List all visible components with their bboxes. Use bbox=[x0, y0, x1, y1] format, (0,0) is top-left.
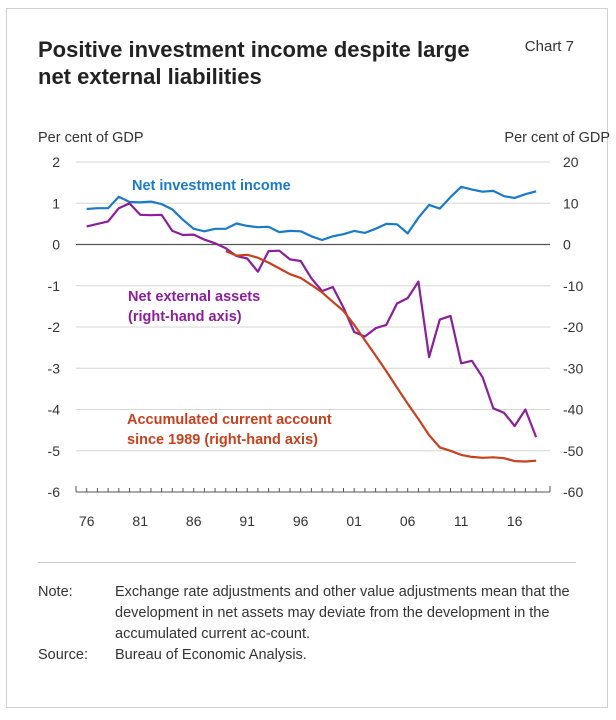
series-annotation-assets: Net external assets bbox=[128, 289, 260, 305]
left-tick-label: 1 bbox=[52, 195, 60, 211]
left-tick-label: -5 bbox=[48, 443, 61, 459]
right-tick-label: -10 bbox=[563, 278, 583, 294]
x-tick-label: 16 bbox=[507, 513, 523, 529]
x-tick-label: 01 bbox=[346, 513, 362, 529]
source-row: Source: Bureau of Economic Analysis. bbox=[38, 645, 578, 666]
source-label: Source: bbox=[38, 647, 88, 663]
series-annotation-income: Net investment income bbox=[132, 178, 291, 194]
x-tick-label: 11 bbox=[454, 513, 469, 529]
series-line-assets bbox=[86, 202, 538, 438]
x-tick-label: 86 bbox=[186, 513, 202, 529]
chart-panel bbox=[6, 8, 608, 708]
chart-number: Chart 7 bbox=[524, 38, 574, 55]
x-tick-label: 91 bbox=[239, 513, 255, 529]
right-tick-label: 0 bbox=[563, 237, 571, 253]
x-tick-label: 81 bbox=[132, 513, 148, 529]
series-annotation-current_account: since 1989 (right-hand axis) bbox=[127, 432, 318, 448]
annotations: Net investment income Net external assets… bbox=[127, 178, 332, 448]
left-tick-label: -3 bbox=[48, 360, 61, 376]
right-tick-label: 20 bbox=[563, 154, 579, 170]
right-tick-label: -50 bbox=[563, 443, 583, 459]
right-tick-label: -30 bbox=[563, 360, 583, 376]
x-tick-label: 96 bbox=[293, 513, 309, 529]
chart-footnotes: Note: Exchange rate adjustments and othe… bbox=[38, 582, 578, 666]
left-axis-label: Per cent of GDP bbox=[38, 130, 144, 146]
left-tick-label: -6 bbox=[48, 484, 61, 500]
right-tick-label: 10 bbox=[563, 195, 579, 211]
chart-title: Positive investment income despite large… bbox=[38, 37, 470, 89]
left-tick-label: -4 bbox=[48, 402, 61, 418]
left-tick-label: -1 bbox=[48, 278, 61, 294]
right-axis-label: Per cent of GDP bbox=[504, 130, 610, 146]
series-line-income bbox=[86, 185, 537, 242]
series-lines bbox=[86, 185, 538, 463]
series-line-current_account bbox=[225, 250, 537, 463]
left-tick-label: 0 bbox=[52, 237, 60, 253]
series-annotation-current_account: Accumulated current account bbox=[127, 412, 332, 428]
line-chart: 2 20 1 10 0 0 -1 -10 -2 -20 -3 -30 -4 -40 -5 -50 -6 -60 Pe… bbox=[38, 130, 610, 529]
footer-divider bbox=[38, 562, 576, 563]
x-tick-label: 06 bbox=[400, 513, 416, 529]
right-tick-label: -40 bbox=[563, 402, 583, 418]
right-tick-label: -20 bbox=[563, 319, 583, 335]
grid-lines bbox=[76, 161, 550, 452]
x-tick-label: 76 bbox=[79, 513, 95, 529]
note-text: Exchange rate adjustments and other valu… bbox=[115, 584, 570, 642]
note-row: Note: Exchange rate adjustments and othe… bbox=[38, 582, 578, 645]
right-tick-label: -60 bbox=[563, 484, 583, 500]
axes: 2 20 1 10 0 0 -1 -10 -2 -20 -3 -30 -4 -40 -5 -50 -6 -60 Pe… bbox=[38, 130, 610, 529]
series-annotation-assets: (right-hand axis) bbox=[128, 309, 242, 325]
source-text: Bureau of Economic Analysis. bbox=[115, 647, 307, 663]
left-tick-label: 2 bbox=[52, 154, 60, 170]
note-label: Note: bbox=[38, 584, 73, 600]
left-tick-label: -2 bbox=[48, 319, 61, 335]
